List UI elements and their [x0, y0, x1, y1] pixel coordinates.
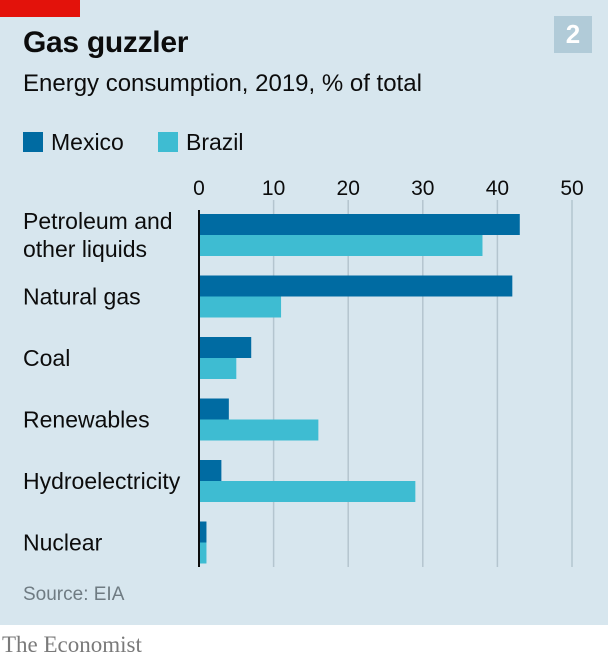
legend-swatch-mexico [23, 132, 43, 152]
bar-mexico-3 [199, 398, 229, 420]
legend-item-mexico: Mexico [23, 128, 124, 156]
chart-panel: Gas guzzler Energy consumption, 2019, % … [0, 0, 608, 625]
bar-brazil-1 [199, 296, 282, 318]
x-tick-label-0: 0 [193, 177, 205, 200]
source-note: Source: EIA [23, 584, 125, 605]
category-label-1-0: Natural gas [23, 284, 141, 310]
bar-brazil-2 [199, 358, 237, 379]
x-tick-label-40: 40 [486, 177, 509, 200]
bar-brazil-3 [199, 419, 319, 441]
category-label-0-0: Petroleum and [23, 208, 173, 234]
legend-label-brazil: Brazil [186, 128, 244, 155]
category-label-3-0: Renewables [23, 407, 150, 433]
bar-mexico-4 [199, 460, 222, 481]
chart-title: Gas guzzler [23, 26, 189, 59]
chart-number-badge: 2 [554, 16, 592, 53]
bar-mexico-1 [199, 275, 513, 297]
publisher-wordmark: The Economist [2, 632, 142, 657]
legend-item-brazil: Brazil [158, 128, 244, 156]
legend-label-mexico: Mexico [51, 128, 124, 155]
x-tick-label-50: 50 [560, 177, 583, 200]
category-label-4-0: Hydroelectricity [23, 468, 181, 494]
bar-brazil-4 [199, 481, 416, 502]
bar-mexico-0 [199, 214, 520, 235]
bar-brazil-5 [199, 542, 207, 564]
brand-red-tag [0, 0, 80, 17]
chart-subtitle: Energy consumption, 2019, % of total [23, 70, 422, 97]
x-tick-label-20: 20 [337, 177, 360, 200]
category-label-2-0: Coal [23, 345, 70, 371]
x-tick-label-30: 30 [411, 177, 434, 200]
bar-brazil-0 [199, 235, 483, 256]
category-label-0-1: other liquids [23, 236, 147, 262]
bar-mexico-2 [199, 337, 252, 358]
legend-swatch-brazil [158, 132, 178, 152]
bar-mexico-5 [199, 521, 207, 543]
x-tick-label-10: 10 [262, 177, 285, 200]
category-label-5-0: Nuclear [23, 530, 103, 556]
